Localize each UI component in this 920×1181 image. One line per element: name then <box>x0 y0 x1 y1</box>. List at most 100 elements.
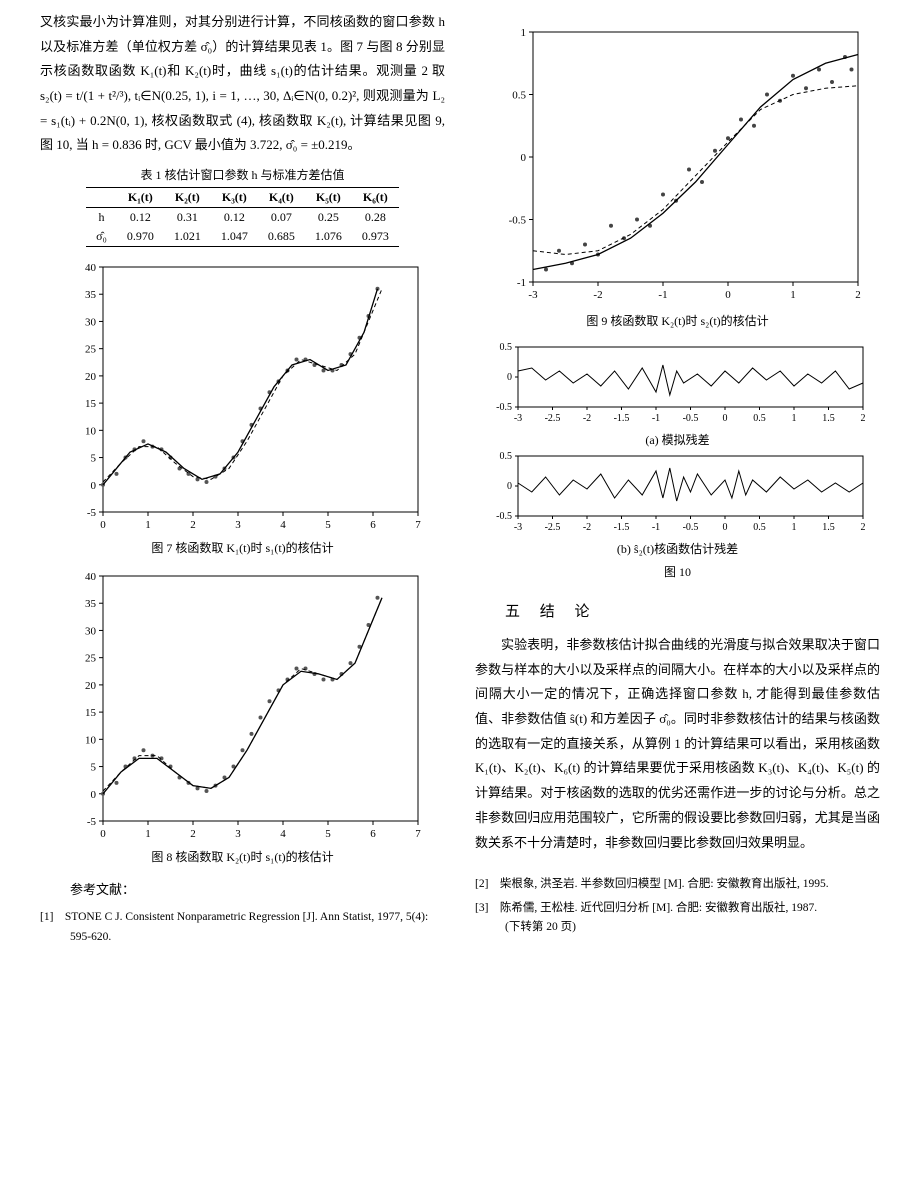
td: 0.31 <box>164 208 211 228</box>
fig10a-caption: (a) 模拟残差 <box>475 431 880 448</box>
svg-text:0.5: 0.5 <box>753 522 766 533</box>
fig9-svg: -3-2-1012-1-0.500.51 <box>483 20 873 310</box>
svg-text:-1: -1 <box>651 413 659 424</box>
svg-text:-2.5: -2.5 <box>544 522 560 533</box>
table1-title: 表 1 核估计窗口参数 h 与标准方差估值 <box>40 166 445 183</box>
fig7-caption: 图 7 核函数取 K₁(t)时 s₁(t)的核估计 <box>40 539 445 556</box>
svg-text:0.5: 0.5 <box>499 451 512 462</box>
svg-text:0: 0 <box>100 828 106 840</box>
svg-text:35: 35 <box>85 289 97 301</box>
td: 1.021 <box>164 227 211 247</box>
td: 1.047 <box>211 227 258 247</box>
svg-text:-3: -3 <box>513 413 521 424</box>
svg-text:0: 0 <box>520 152 526 164</box>
svg-text:-5: -5 <box>86 816 96 828</box>
svg-text:-2.5: -2.5 <box>544 413 560 424</box>
svg-text:1: 1 <box>790 289 796 301</box>
svg-text:0: 0 <box>725 289 731 301</box>
section-5-title: 五 结 论 <box>505 600 880 621</box>
svg-text:-1.5: -1.5 <box>613 522 629 533</box>
svg-text:4: 4 <box>280 828 286 840</box>
svg-text:0: 0 <box>722 413 727 424</box>
svg-text:2: 2 <box>860 413 865 424</box>
svg-text:40: 40 <box>85 262 97 274</box>
svg-text:15: 15 <box>85 707 97 719</box>
svg-text:1.5: 1.5 <box>822 413 835 424</box>
ref-item: [2] 柴根象, 洪圣岩. 半参数回归模型 [M]. 合肥: 安徽教育出版社, … <box>475 875 880 895</box>
svg-text:0: 0 <box>90 480 96 492</box>
th: K₃(t) <box>211 188 258 208</box>
svg-text:1: 1 <box>145 828 151 840</box>
td: h <box>86 208 117 228</box>
figure-8: 01234567-50510152025303540 图 8 核函数取 K₂(t… <box>40 566 445 865</box>
svg-text:1: 1 <box>791 413 796 424</box>
td: 1.076 <box>305 227 352 247</box>
svg-text:25: 25 <box>85 344 97 356</box>
th: K₅(t) <box>305 188 352 208</box>
fig9-caption: 图 9 核函数取 K₂(t)时 s₂(t)的核估计 <box>475 312 880 329</box>
svg-text:5: 5 <box>325 828 331 840</box>
svg-text:0: 0 <box>507 481 512 492</box>
svg-text:0.5: 0.5 <box>512 90 526 102</box>
th: K₁(t) <box>117 188 164 208</box>
fig10b-caption: (b) ŝ₂(t)核函数估计残差 <box>475 540 880 557</box>
svg-text:30: 30 <box>85 626 97 638</box>
intro-paragraph: 叉核实最小为计算准则，对其分别进行计算，不同核函数的窗口参数 h 以及标准方差（… <box>40 10 445 158</box>
figure-10: -3 -2.5 -2 -1.5 -1 -0.5 0 0.5 1 1.5 2 -0.5 0 0.5 (a) … <box>475 339 880 580</box>
th: K₂(t) <box>164 188 211 208</box>
svg-text:10: 10 <box>85 425 97 437</box>
svg-text:15: 15 <box>85 398 97 410</box>
fig8-caption: 图 8 核函数取 K₂(t)时 s₁(t)的核估计 <box>40 848 445 865</box>
svg-text:-2: -2 <box>582 522 590 533</box>
svg-text:1.5: 1.5 <box>822 522 835 533</box>
th <box>86 188 117 208</box>
svg-text:-2: -2 <box>593 289 602 301</box>
table1: K₁(t) K₂(t) K₃(t) K₄(t) K₅(t) K₆(t) h 0.… <box>86 187 399 247</box>
fig8-svg: 01234567-50510152025303540 <box>58 566 428 846</box>
td: 0.973 <box>352 227 399 247</box>
svg-text:1: 1 <box>145 519 151 531</box>
svg-text:20: 20 <box>85 371 97 383</box>
svg-text:30: 30 <box>85 317 97 329</box>
references-title: 参考文献： <box>70 879 445 898</box>
svg-text:-5: -5 <box>86 507 96 519</box>
svg-text:5: 5 <box>90 762 96 774</box>
svg-text:0: 0 <box>507 372 512 383</box>
td: 0.685 <box>258 227 305 247</box>
table-header-row: K₁(t) K₂(t) K₃(t) K₄(t) K₅(t) K₆(t) <box>86 188 399 208</box>
svg-text:-0.5: -0.5 <box>508 215 526 227</box>
fig10a-svg: -3-2.5-2-1.5-1-0.500.511.52-0.500.5 <box>483 339 873 429</box>
ref-item: [1] STONE C J. Consistent Nonparametric … <box>40 908 445 947</box>
svg-text:2: 2 <box>190 519 196 531</box>
svg-text:40: 40 <box>85 571 97 583</box>
svg-text:0: 0 <box>90 789 96 801</box>
td: 0.28 <box>352 208 399 228</box>
svg-text:2: 2 <box>860 522 865 533</box>
svg-text:-1: -1 <box>651 522 659 533</box>
svg-text:2: 2 <box>190 828 196 840</box>
svg-text:25: 25 <box>85 653 97 665</box>
table-row: σ̂₀ 0.970 1.021 1.047 0.685 1.076 0.973 <box>86 227 399 247</box>
td: 0.07 <box>258 208 305 228</box>
ref-item: [3] 陈希儒, 王松桂. 近代回归分析 [M]. 合肥: 安徽教育出版社, 1… <box>475 899 880 938</box>
svg-text:4: 4 <box>280 519 286 531</box>
svg-text:5: 5 <box>90 453 96 465</box>
svg-text:-0.5: -0.5 <box>496 511 512 522</box>
td: 0.25 <box>305 208 352 228</box>
svg-text:35: 35 <box>85 598 97 610</box>
left-column: 叉核实最小为计算准则，对其分别进行计算，不同核函数的窗口参数 h 以及标准方差（… <box>40 10 445 1171</box>
svg-text:10: 10 <box>85 734 97 746</box>
svg-text:3: 3 <box>235 519 241 531</box>
svg-text:7: 7 <box>415 828 421 840</box>
svg-text:-0.5: -0.5 <box>682 413 698 424</box>
svg-text:-1.5: -1.5 <box>613 413 629 424</box>
svg-text:6: 6 <box>370 828 376 840</box>
svg-text:0.5: 0.5 <box>753 413 766 424</box>
svg-text:6: 6 <box>370 519 376 531</box>
svg-text:0: 0 <box>722 522 727 533</box>
svg-text:-0.5: -0.5 <box>682 522 698 533</box>
conclusion-paragraph: 实验表明，非参数核估计拟合曲线的光滑度与拟合效果取决于窗口参数与样本的大小以及采… <box>475 633 880 855</box>
svg-text:1: 1 <box>520 27 526 39</box>
svg-text:-3: -3 <box>528 289 538 301</box>
fig7-svg: 01234567-50510152025303540 <box>58 257 428 537</box>
